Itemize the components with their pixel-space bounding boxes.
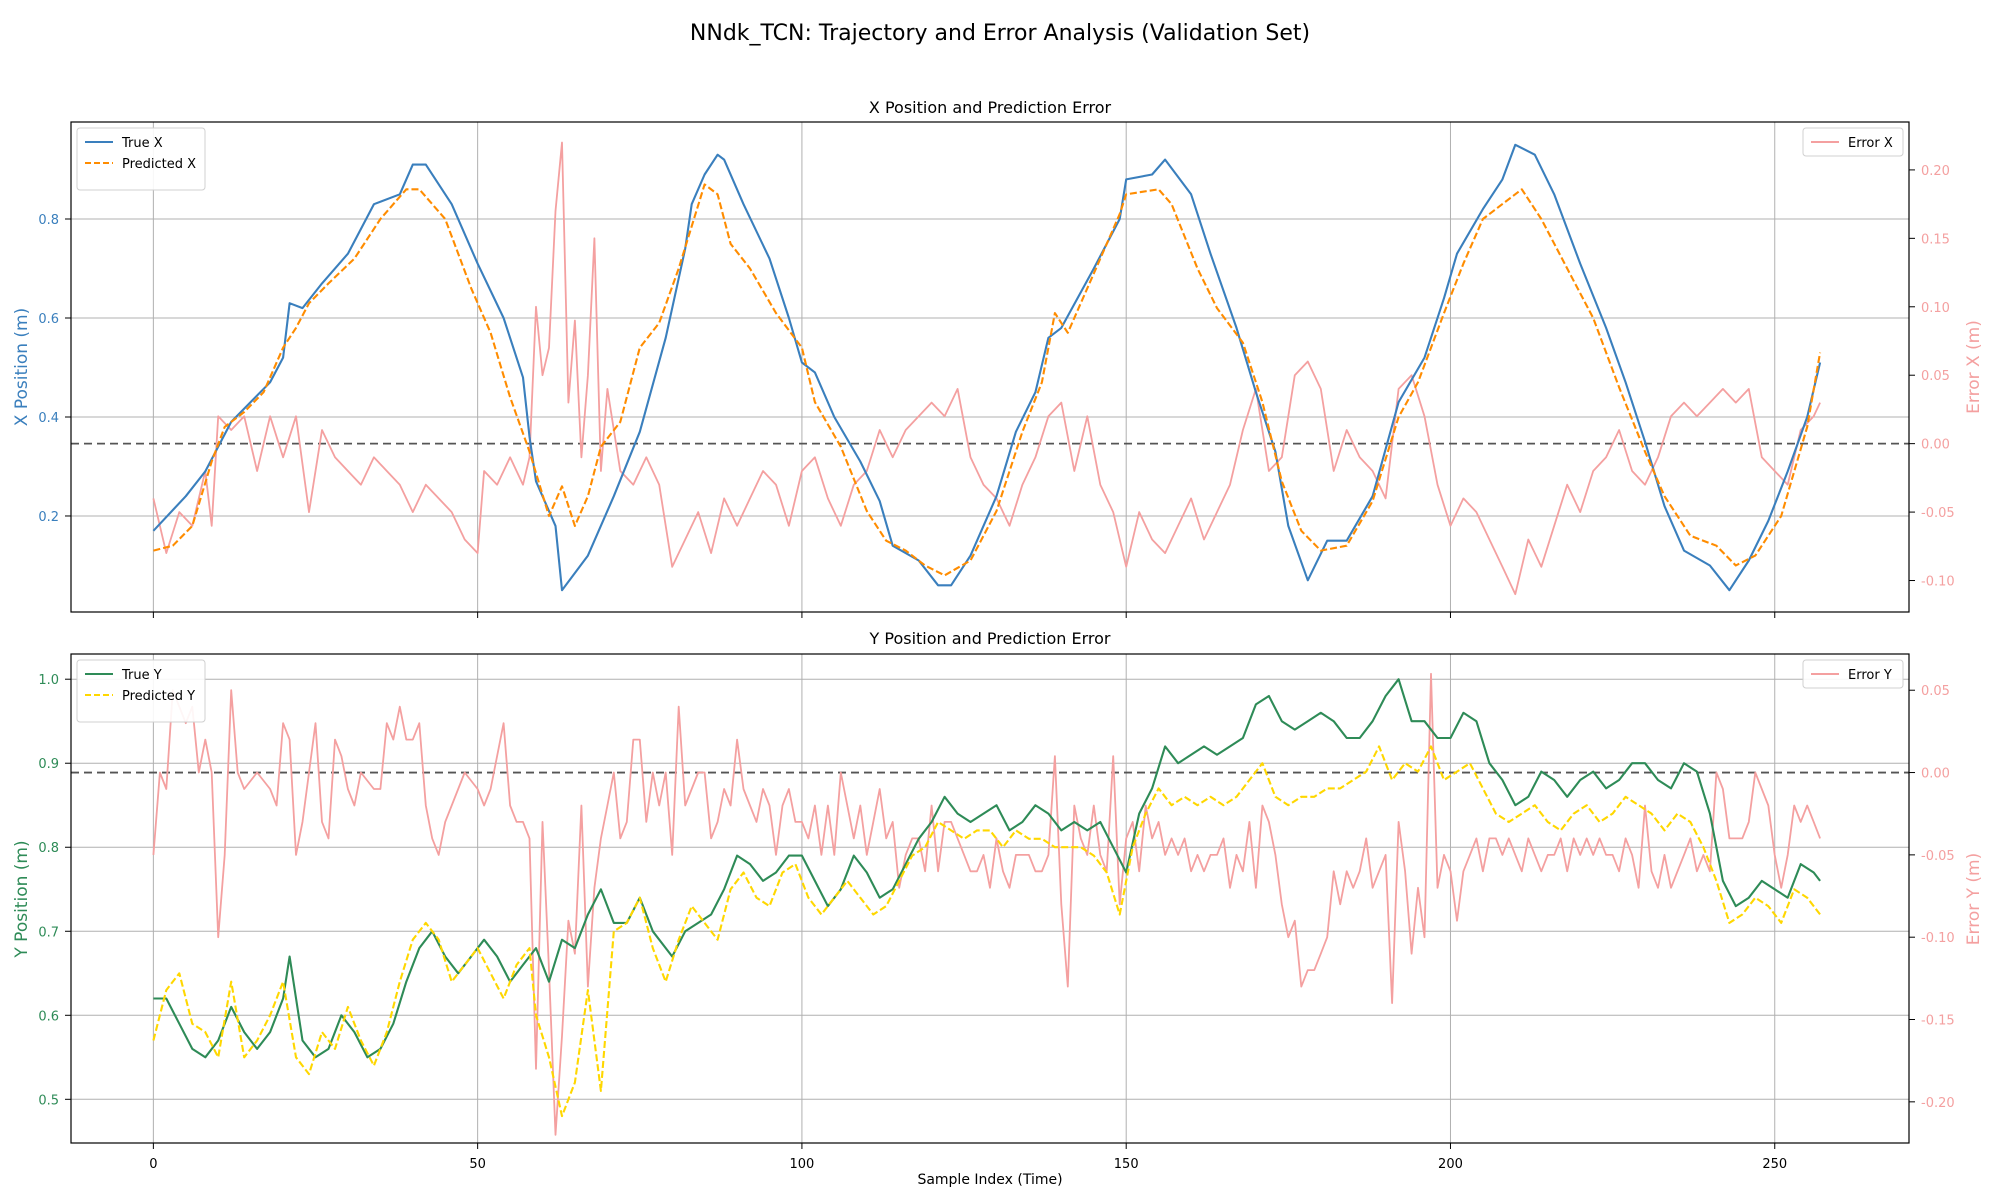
x-tick-label: 200 bbox=[1438, 1157, 1463, 1172]
legend-box bbox=[76, 127, 206, 191]
legend-label: Error X bbox=[1848, 136, 1893, 151]
series-pred-y-line bbox=[152, 745, 1821, 1118]
figure-title: NNdk_TCN: Trajectory and Error Analysis … bbox=[690, 21, 1310, 46]
y-tick-label-right: -0.10 bbox=[1921, 575, 1955, 590]
y-tick-label-right: -0.05 bbox=[1921, 849, 1955, 864]
y-tick-label-left: 0.8 bbox=[38, 841, 59, 856]
x-panel: 0.2 0.4 0.6 0.8 -0.10 -0.05 0.00 0.05 0.10 0.15 0.… bbox=[12, 98, 1984, 618]
y-tick-label-right: 0.00 bbox=[1921, 767, 1950, 782]
x-tick-label: 250 bbox=[1762, 1157, 1787, 1172]
legend-box bbox=[1802, 127, 1904, 157]
y-tick-label-right: 0.05 bbox=[1921, 684, 1950, 699]
y-tick-label-left: 0.4 bbox=[38, 411, 59, 426]
series-pred-x-line bbox=[153, 183, 1822, 577]
legend-right: Error X bbox=[1802, 127, 1904, 157]
legend-box bbox=[1802, 659, 1904, 689]
y-tick-label-left: 0.6 bbox=[38, 1009, 59, 1024]
y-tick-label-left: 0.2 bbox=[38, 510, 59, 525]
x-panel-ylabel: X Position (m) bbox=[12, 308, 32, 426]
series-true-y-line bbox=[153, 678, 1821, 1059]
y-tick-label-right: 0.00 bbox=[1921, 438, 1950, 453]
y-tick-label-right: 0.05 bbox=[1921, 369, 1950, 384]
y-tick-label-right: -0.15 bbox=[1921, 1014, 1955, 1029]
y-tick-label-right: 0.15 bbox=[1921, 232, 1950, 247]
x-tick-label: 0 bbox=[149, 1157, 157, 1172]
legend-label: True X bbox=[121, 136, 163, 151]
plot-layer: 0.2 0.4 0.6 0.8 -0.10 -0.05 0.00 0.05 0.10 0.15 0.… bbox=[38, 121, 1955, 618]
y-tick-label-left: 0.9 bbox=[38, 757, 59, 772]
plot-frame bbox=[70, 121, 1910, 613]
x-panel-ylabel-right: Error X (m) bbox=[1964, 320, 1984, 414]
x-tick-label: 150 bbox=[1114, 1157, 1139, 1172]
y-tick-label-left: 0.8 bbox=[38, 213, 59, 228]
y-tick-label-left: 0.5 bbox=[38, 1093, 59, 1108]
y-tick-label-left: 1.0 bbox=[38, 673, 59, 688]
y-tick-label-right: -0.05 bbox=[1921, 506, 1955, 521]
y-tick-label-right: 0.10 bbox=[1921, 301, 1950, 316]
y-tick-label-right: 0.20 bbox=[1921, 164, 1950, 179]
y-tick-label-left: 0.7 bbox=[38, 925, 59, 940]
series-true-x-line bbox=[152, 143, 1822, 592]
legend-label: True Y bbox=[121, 668, 162, 683]
legend-box bbox=[76, 659, 206, 723]
x-tick-label: 50 bbox=[469, 1157, 486, 1172]
y-tick-label-right: -0.20 bbox=[1921, 1096, 1955, 1111]
x-tick-label: 100 bbox=[790, 1157, 815, 1172]
legend-label: Predicted Y bbox=[122, 689, 195, 704]
y-panel-ylabel-right: Error Y (m) bbox=[1964, 853, 1984, 945]
x-panel-title: X Position and Prediction Error bbox=[869, 98, 1112, 117]
legend-label: Predicted X bbox=[122, 157, 196, 172]
legend-right: Error Y bbox=[1802, 659, 1904, 689]
y-tick-label-right: -0.10 bbox=[1921, 931, 1955, 946]
plot-frame bbox=[70, 653, 1910, 1144]
y-panel-title: Y Position and Prediction Error bbox=[869, 629, 1111, 648]
y-tick-label-left: 0.6 bbox=[38, 312, 59, 327]
x-axis-label: Sample Index (Time) bbox=[917, 1172, 1062, 1188]
y-panel: 0 50 100 150 200 250 0.5 0.6 0.7 0.8 0.9 1.0 -0.20 -0… bbox=[12, 629, 1984, 1188]
legend-left: True Y Predicted Y bbox=[76, 659, 206, 723]
legend-left: True X Predicted X bbox=[76, 127, 206, 191]
plot-layer: 0 50 100 150 200 250 0.5 0.6 0.7 0.8 0.9 1.0 -0.20 -0… bbox=[38, 653, 1955, 1172]
legend-label: Error Y bbox=[1848, 668, 1892, 683]
series-err-x-line bbox=[152, 141, 1821, 596]
y-panel-ylabel: Y Position (m) bbox=[12, 840, 32, 958]
series-err-y-line bbox=[152, 672, 1821, 1136]
